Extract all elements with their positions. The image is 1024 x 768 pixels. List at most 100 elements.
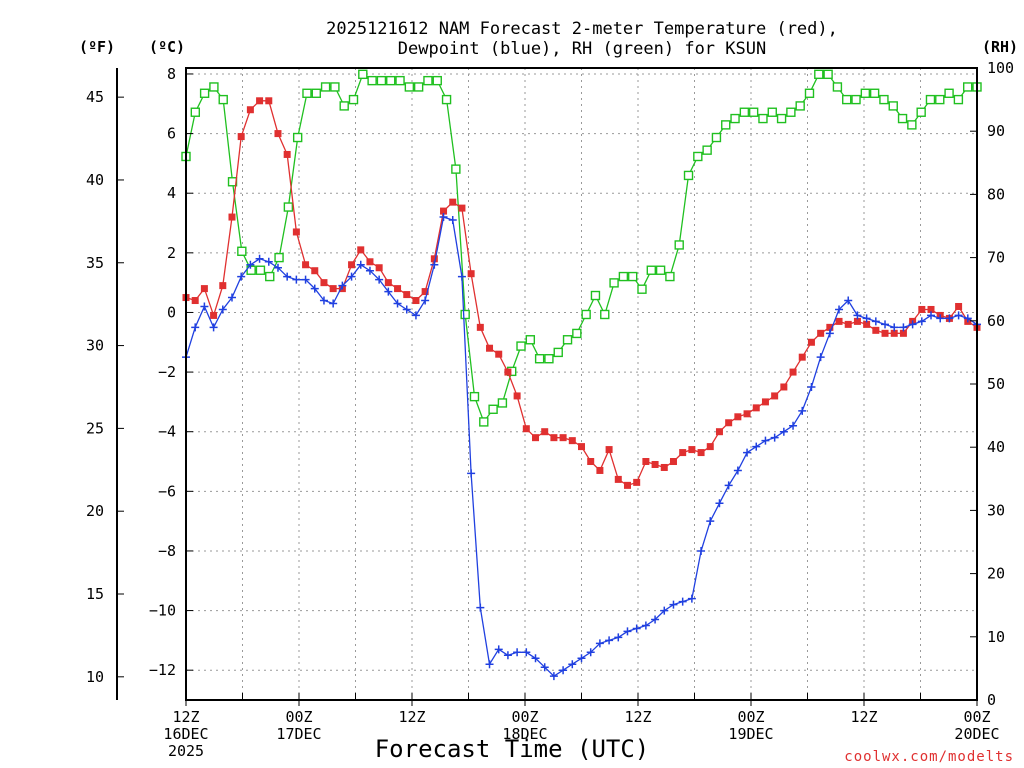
celsius-tick-label: −2 (158, 363, 176, 381)
temperature-point (495, 350, 503, 358)
rh-point (944, 88, 954, 98)
dewpoint-point (789, 421, 798, 430)
dewpoint-point (310, 284, 319, 293)
rh-point (925, 94, 936, 105)
fahrenheit-tick-label: 10 (86, 668, 104, 686)
temperature-point (559, 434, 567, 442)
rh-point (748, 107, 759, 117)
temperature-point (320, 279, 328, 287)
temperature-point (863, 320, 871, 328)
dewpoint-point (448, 216, 457, 225)
dewpoint-point (577, 654, 586, 663)
temperature-point (734, 413, 742, 421)
dewpoint-point (761, 436, 770, 445)
temperature-point (743, 410, 751, 418)
dewpoint-point (623, 627, 632, 636)
series-layer (181, 69, 982, 681)
dewpoint-point (200, 302, 209, 311)
fahrenheit-tick-label: 45 (86, 88, 104, 106)
dewpoint-point (264, 257, 273, 266)
dewpoint-point (209, 323, 218, 332)
celsius-tick-label: 2 (167, 244, 176, 262)
temperature-point (651, 460, 659, 468)
dewpoint-point (476, 603, 485, 612)
dewpoint-point (347, 272, 356, 281)
rh-point (814, 69, 824, 80)
dewpoint-point (881, 320, 890, 329)
rh-point (823, 69, 833, 80)
rh-point (693, 151, 703, 162)
temperature-point (504, 368, 512, 376)
rh-point (311, 88, 321, 98)
rh-point (423, 75, 433, 86)
dewpoint-point (706, 517, 715, 526)
dewpoint-point (237, 272, 246, 281)
rh-point (907, 120, 917, 130)
rh-point (516, 341, 526, 351)
temperature-point (752, 404, 760, 412)
temperature-point (578, 443, 585, 451)
temperature-point (219, 282, 227, 290)
rh-tick-label: 10 (987, 628, 1005, 646)
dewpoint-point (568, 660, 577, 669)
rh-point (479, 417, 489, 427)
temperature-point (614, 475, 622, 483)
chart-title-line-1: 2025121612 NAM Forecast 2-meter Temperat… (326, 19, 838, 39)
rh-point (627, 271, 638, 282)
temperature-point (246, 106, 254, 114)
dewpoint-point (384, 287, 393, 296)
rh-point (441, 94, 452, 105)
x-axis-title: Forecast Time (UTC) (375, 735, 650, 763)
rh-point (544, 354, 554, 364)
rh-point (600, 309, 610, 320)
temperature-point (311, 267, 319, 275)
temperature-point (807, 338, 815, 346)
rh-tick-label: 100 (987, 59, 1014, 77)
dewpoint-markers (182, 213, 981, 681)
rh-point (404, 82, 415, 92)
rh-point (721, 120, 731, 130)
temperature-point (890, 329, 898, 337)
rh-point (469, 391, 480, 402)
rh-point (320, 82, 331, 92)
temperature-point (623, 481, 631, 489)
rh-point (618, 271, 629, 282)
temperature-point (210, 311, 218, 319)
dewpoint-point (513, 648, 522, 657)
rh-point (804, 88, 815, 98)
temperature-point (513, 392, 521, 400)
temperature-point (771, 392, 779, 400)
celsius-tick-label: −6 (158, 482, 176, 500)
dewpoint-point (457, 272, 466, 281)
dewpoint-point (329, 299, 338, 308)
temperature-point (348, 261, 356, 269)
rh-point (339, 101, 349, 111)
rh-point (395, 75, 405, 86)
temperature-point (568, 437, 576, 445)
rh-point (237, 246, 247, 256)
dewpoint-point (319, 296, 328, 305)
rh-point (572, 328, 582, 339)
temperature-point (660, 463, 668, 471)
dewpoint-point (908, 320, 917, 329)
rh-point (916, 107, 926, 117)
rh-point (413, 82, 424, 92)
dewpoint-point (743, 448, 752, 457)
rh-point (711, 132, 722, 143)
fahrenheit-tick-label: 40 (86, 171, 104, 189)
dewpoint-point (522, 648, 531, 657)
temperature-point (329, 285, 337, 293)
rh-point (432, 75, 442, 86)
rh-point (739, 107, 750, 117)
x-tick-label: 12Z (624, 708, 651, 726)
dewpoint-point (531, 654, 540, 663)
rh-point (860, 88, 871, 98)
temperature-point (927, 305, 935, 313)
rh-unit-label: (RH) (982, 38, 1018, 56)
temperature-point (357, 246, 365, 254)
dewpoint-point (862, 314, 871, 323)
fahrenheit-unit-label: (ºF) (79, 38, 115, 56)
rh-point (851, 94, 861, 105)
rh-point (674, 240, 684, 250)
